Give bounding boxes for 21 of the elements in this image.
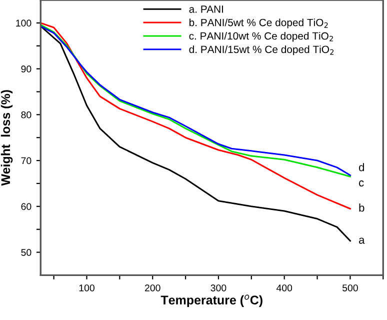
legend-label: c. PANI/10wt % Ce doped TiO$_{2}$ — [189, 32, 333, 42]
x-axis-title: Temperature ($^{o}$C) — [160, 294, 262, 307]
annotation: b — [359, 204, 364, 212]
annotation: a — [359, 238, 365, 244]
legend-label: d. PANI/15wt % Ce doped TiO$_{2}$ — [189, 45, 334, 56]
x-tick-label: 300 — [210, 284, 226, 292]
y-tick-label: 90 — [21, 66, 32, 72]
annotation: d — [359, 163, 364, 172]
x-tick-label: 500 — [342, 284, 358, 292]
x-tick-label: 100 — [79, 284, 94, 292]
legend-label: a. PANI — [189, 6, 223, 13]
legend-label: b. PANI/5wt % Ce doped TiO$_{2}$ — [189, 18, 328, 28]
x-tick-label: 200 — [144, 284, 160, 292]
y-tick-label: 80 — [21, 111, 32, 118]
x-tick-label: 400 — [276, 284, 292, 292]
y-tick-label: 60 — [21, 203, 32, 210]
y-tick-label: 100 — [16, 20, 32, 27]
y-tick-label: 70 — [21, 157, 32, 164]
annotation: c — [359, 180, 364, 187]
y-tick-label: 50 — [21, 249, 32, 256]
y-axis-title: Weight loss (%) — [0, 90, 13, 186]
